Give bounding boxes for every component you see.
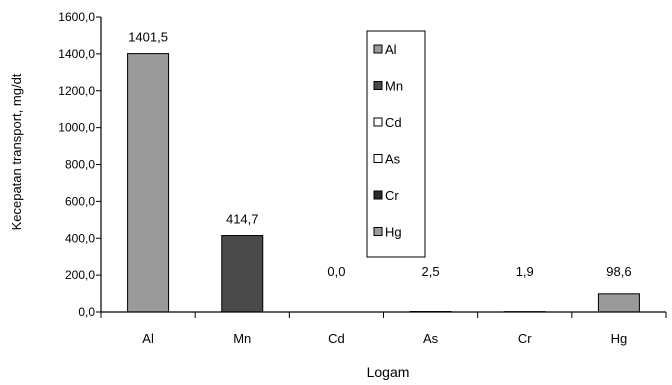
bar [597, 293, 640, 313]
x-axis-title: Logam [367, 364, 410, 380]
bar [221, 235, 264, 313]
x-tick-label: Cr [518, 331, 532, 346]
legend-swatch [373, 117, 383, 127]
legend-label: Al [385, 42, 397, 57]
x-tick-label: Al [142, 331, 154, 346]
value-label: 0,0 [327, 264, 345, 279]
y-tick-label: 1600,0 [58, 10, 95, 24]
value-label: 2,5 [422, 264, 440, 279]
legend: Al Mn Cd As Cr Hg [366, 30, 426, 258]
x-tick-label: Hg [611, 331, 628, 346]
y-axis-title: Kecepatan transport, mg/dt [9, 73, 24, 230]
legend-label: Mn [385, 79, 403, 94]
bar [127, 53, 170, 313]
legend-swatch [373, 44, 383, 54]
legend-swatch [373, 81, 383, 90]
value-label: 98,6 [606, 264, 631, 279]
legend-swatch [373, 154, 383, 163]
y-tick-label: 200,0 [65, 268, 95, 282]
legend-label: As [385, 152, 401, 167]
x-tick-label: Cd [328, 331, 345, 346]
legend-swatch [373, 190, 383, 200]
legend-frame [366, 30, 426, 258]
y-tick-label: 1400,0 [58, 47, 95, 61]
y-tick-label: 600,0 [65, 194, 95, 208]
legend-label: Hg [385, 225, 402, 240]
value-label: 1401,5 [128, 30, 168, 45]
y-tick-label: 800,0 [65, 158, 95, 172]
y-tick-label: 0,0 [78, 305, 95, 319]
legend-label: Cr [385, 188, 399, 203]
legend-swatch [373, 227, 383, 236]
y-axis-ticks: 0,0 200,0 400,0 600,0 800,0 1000,0 1200,0 1400,… [58, 10, 101, 319]
value-labels: 1401,5 414,7 0,0 2,5 1,9 98,6 [128, 30, 631, 279]
legend-label: Cd [385, 115, 402, 130]
x-tick-label: Mn [233, 331, 251, 346]
bars [127, 53, 640, 313]
x-axis-ticks: Al Mn Cd As Cr Hg [100, 312, 667, 346]
y-tick-label: 1000,0 [58, 121, 95, 135]
y-tick-label: 1200,0 [58, 84, 95, 98]
x-tick-label: As [423, 331, 439, 346]
y-tick-label: 400,0 [65, 231, 95, 245]
value-label: 414,7 [226, 212, 259, 227]
value-label: 1,9 [516, 264, 534, 279]
